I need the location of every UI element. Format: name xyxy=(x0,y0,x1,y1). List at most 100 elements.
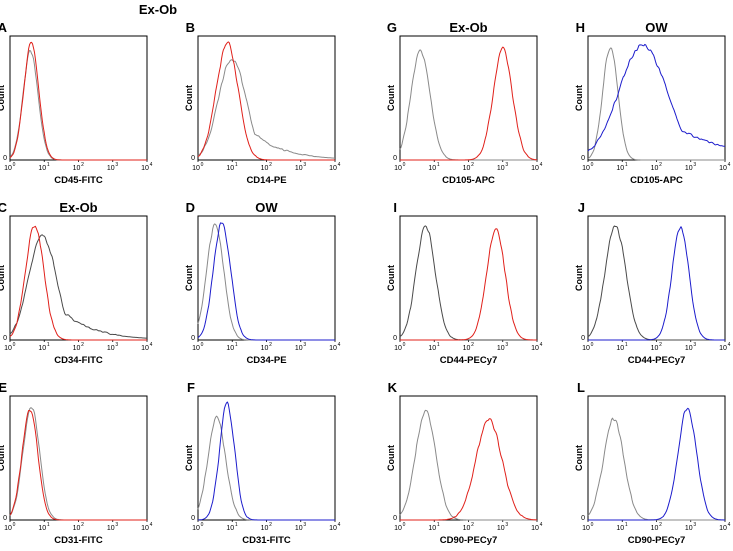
x-tick-exponent: 0 xyxy=(591,162,594,168)
histogram-isotype xyxy=(587,225,725,341)
histogram-ex-ob xyxy=(400,418,537,521)
x-tick-label: 10 xyxy=(192,345,200,352)
plot-frame xyxy=(399,215,538,341)
x-tick-exponent: 1 xyxy=(437,342,440,348)
x-tick-exponent: 1 xyxy=(47,162,50,168)
panel-label: I xyxy=(393,200,397,215)
histogram-isotype xyxy=(587,417,725,521)
x-tick-label: 10 xyxy=(141,165,149,172)
x-tick-label: 10 xyxy=(497,165,505,172)
histogram-ex-ob xyxy=(9,41,147,161)
panel-label: D xyxy=(186,200,195,215)
histogram-isotype xyxy=(399,409,537,521)
histogram-isotype xyxy=(197,223,335,341)
x-tick-exponent: 4 xyxy=(728,342,731,348)
histogram-ow xyxy=(587,43,726,152)
x-tick-exponent: 0 xyxy=(13,162,16,168)
x-tick-label: 10 xyxy=(4,525,12,532)
plot-frame xyxy=(9,395,148,521)
panel-title: Ex-Ob xyxy=(449,20,487,35)
x-tick-exponent: 0 xyxy=(403,342,406,348)
y-tick-label: 0 xyxy=(191,155,195,162)
x-axis-label: CD31-FITC xyxy=(242,535,291,546)
x-tick-exponent: 2 xyxy=(269,342,272,348)
x-tick-label: 10 xyxy=(38,525,46,532)
plot-frame xyxy=(587,35,726,161)
histogram-ex-ob xyxy=(9,410,147,521)
histogram-isotype xyxy=(9,407,147,521)
x-tick-exponent: 1 xyxy=(437,162,440,168)
x-tick-exponent: 4 xyxy=(728,162,731,168)
x-tick-label: 10 xyxy=(261,345,269,352)
x-tick-exponent: 1 xyxy=(47,522,50,528)
x-tick-exponent: 2 xyxy=(81,162,84,168)
x-tick-exponent: 0 xyxy=(201,162,204,168)
x-tick-label: 10 xyxy=(463,525,471,532)
histogram-ex-ob xyxy=(9,225,147,341)
x-tick-exponent: 3 xyxy=(303,162,306,168)
x-tick-exponent: 3 xyxy=(505,162,508,168)
y-tick-label: 0 xyxy=(3,515,7,522)
x-tick-label: 10 xyxy=(38,165,46,172)
x-tick-exponent: 2 xyxy=(471,162,474,168)
x-tick-exponent: 4 xyxy=(338,162,341,168)
histogram-isotype xyxy=(587,47,725,161)
x-tick-exponent: 3 xyxy=(115,162,118,168)
x-tick-label: 10 xyxy=(329,525,337,532)
x-tick-exponent: 3 xyxy=(693,522,696,528)
x-tick-exponent: 4 xyxy=(150,522,153,528)
plot-frame xyxy=(399,35,538,161)
panel-label: L xyxy=(577,380,585,395)
panel-label: C xyxy=(0,200,8,215)
x-tick-label: 10 xyxy=(107,165,115,172)
x-tick-exponent: 0 xyxy=(201,342,204,348)
histogram-ex-ob xyxy=(197,41,335,161)
x-tick-exponent: 1 xyxy=(235,522,238,528)
histogram-isotype xyxy=(197,59,336,159)
x-tick-exponent: 2 xyxy=(269,522,272,528)
x-tick-exponent: 2 xyxy=(659,162,662,168)
x-tick-label: 10 xyxy=(261,525,269,532)
x-axis-label: CD34-FITC xyxy=(54,355,103,366)
x-tick-exponent: 4 xyxy=(540,342,543,348)
x-tick-label: 10 xyxy=(685,525,693,532)
x-tick-exponent: 2 xyxy=(471,342,474,348)
y-tick-label: 0 xyxy=(191,515,195,522)
y-axis-label: Count xyxy=(574,85,584,111)
y-axis-label: Count xyxy=(386,445,396,471)
histogram-ow xyxy=(198,401,335,521)
x-tick-label: 10 xyxy=(497,525,505,532)
x-tick-exponent: 1 xyxy=(625,522,628,528)
x-tick-exponent: 1 xyxy=(235,162,238,168)
x-tick-label: 10 xyxy=(428,165,436,172)
x-tick-exponent: 4 xyxy=(150,342,153,348)
x-tick-label: 10 xyxy=(295,345,303,352)
panel-label: A xyxy=(0,20,8,35)
panel-title: OW xyxy=(645,20,668,35)
x-tick-exponent: 0 xyxy=(403,162,406,168)
x-tick-exponent: 3 xyxy=(693,342,696,348)
y-tick-label: 0 xyxy=(191,335,195,342)
x-tick-label: 10 xyxy=(685,345,693,352)
x-tick-label: 10 xyxy=(329,165,337,172)
x-tick-label: 10 xyxy=(226,165,234,172)
panel-label: E xyxy=(0,380,7,395)
panel-label: G xyxy=(387,20,397,35)
x-tick-label: 10 xyxy=(685,165,693,172)
x-tick-label: 10 xyxy=(73,345,81,352)
x-tick-label: 10 xyxy=(582,525,590,532)
x-tick-label: 10 xyxy=(73,165,81,172)
x-tick-label: 10 xyxy=(261,165,269,172)
histogram-ow xyxy=(588,226,725,341)
y-axis-label: Count xyxy=(386,85,396,111)
histogram-ow xyxy=(588,407,725,521)
histogram-ow xyxy=(197,222,335,341)
x-tick-label: 10 xyxy=(651,345,659,352)
y-tick-label: 0 xyxy=(393,155,397,162)
x-tick-label: 10 xyxy=(582,345,590,352)
x-tick-label: 10 xyxy=(394,525,402,532)
